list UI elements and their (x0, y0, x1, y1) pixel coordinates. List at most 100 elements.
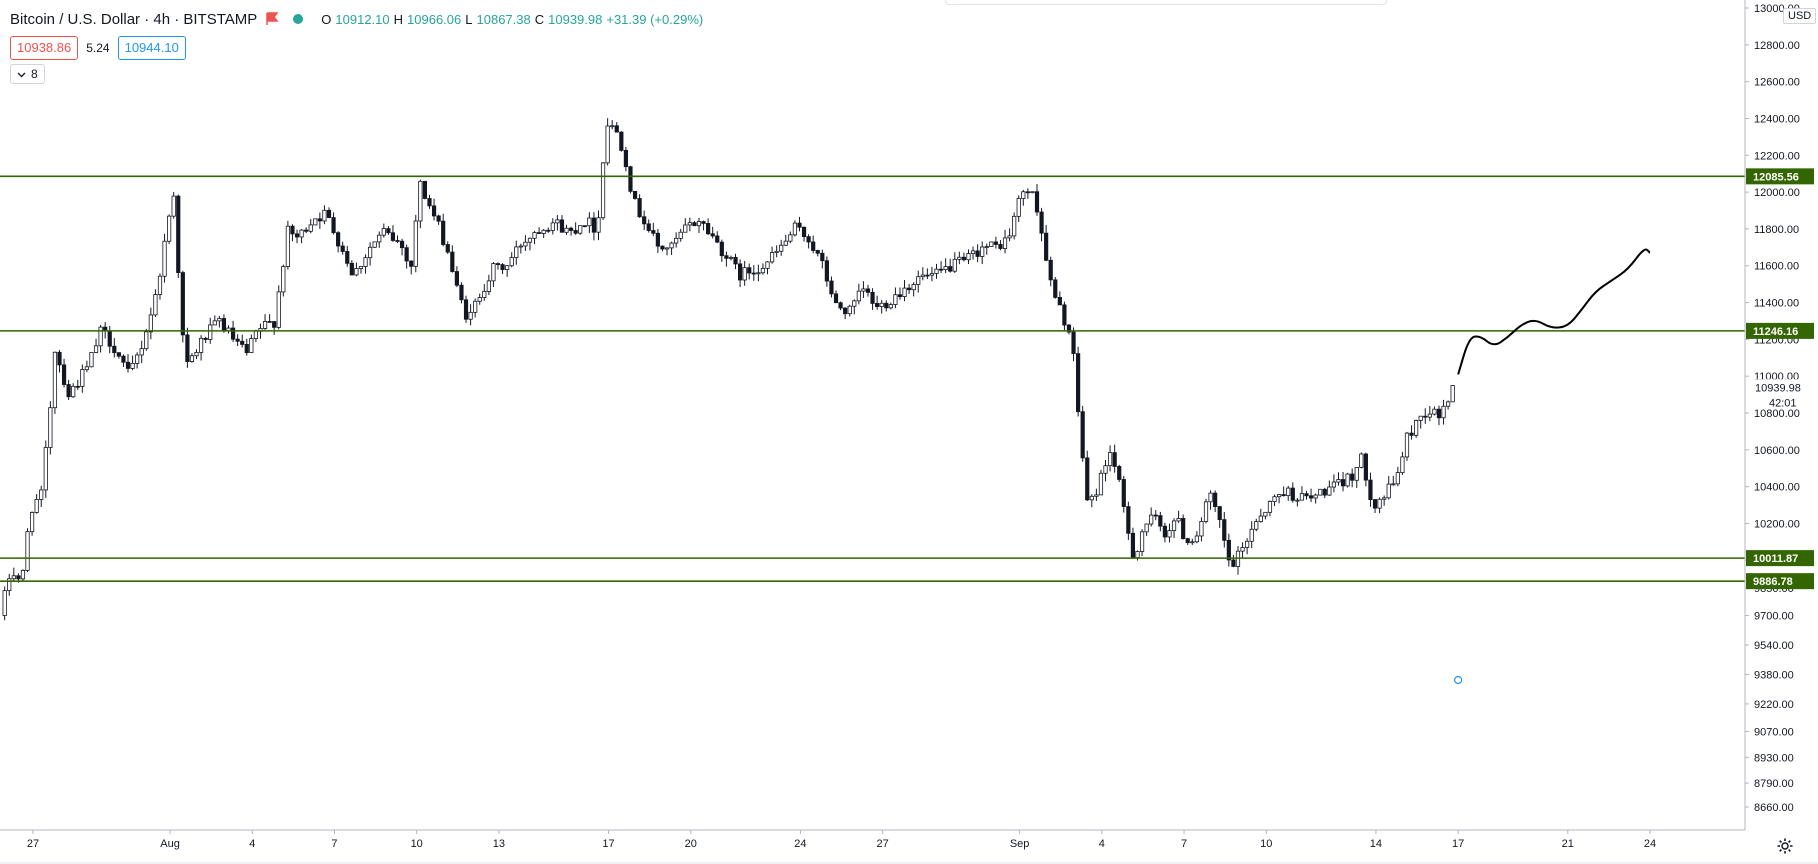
candle-body (1002, 237, 1008, 249)
candle-body (363, 257, 368, 267)
candle-body (692, 222, 697, 227)
candle-body (1409, 432, 1414, 436)
candle (1446, 400, 1451, 410)
candle (1012, 212, 1017, 240)
ask-button[interactable]: 10944.10 (117, 36, 186, 60)
candle-body (1245, 540, 1250, 548)
candle (331, 212, 336, 235)
candle-body (1167, 530, 1172, 538)
candle (961, 252, 967, 262)
candle (212, 315, 217, 326)
candle (1171, 518, 1177, 538)
candle-body (756, 272, 761, 275)
candle (368, 242, 373, 266)
candle-body (728, 256, 734, 259)
candle-body (1021, 191, 1026, 199)
candle-body (290, 225, 295, 235)
candle (500, 263, 505, 275)
candle (1025, 188, 1030, 199)
candle (1290, 482, 1295, 503)
candle (897, 287, 903, 300)
candle-body (1299, 493, 1305, 501)
bid-button[interactable]: 10938.86 (10, 36, 79, 60)
candle-body (966, 253, 971, 261)
candle-body (719, 241, 724, 257)
candle-body (43, 447, 48, 491)
currency-label[interactable]: USD (1783, 8, 1817, 24)
candle (1308, 488, 1314, 503)
candle-body (1053, 279, 1058, 298)
candle-body (573, 230, 578, 234)
candle (1098, 469, 1104, 496)
candle (902, 279, 907, 302)
candle (363, 254, 368, 274)
candle (1400, 451, 1405, 475)
indicators-toggle[interactable]: 8 (10, 64, 45, 84)
candle-body (422, 180, 428, 199)
candle-body (436, 215, 441, 222)
candle (463, 295, 469, 323)
candle (454, 266, 459, 288)
candle (20, 569, 26, 582)
flag-icon[interactable] (265, 12, 279, 26)
candle-body (943, 266, 948, 271)
candle (1372, 499, 1378, 514)
candle-body (838, 302, 843, 309)
candle (1126, 501, 1131, 540)
candle-body (381, 228, 386, 236)
candle (262, 314, 268, 330)
candle-body (1222, 519, 1227, 541)
candle (198, 335, 204, 361)
symbol-title[interactable]: Bitcoin / U.S. Dollar · 4h · BITSTAMP (10, 10, 258, 28)
candle-body (628, 166, 633, 192)
candle (1085, 450, 1090, 502)
candle (1322, 487, 1327, 499)
candle (747, 263, 752, 280)
price-tick-label: 10600.00 (1754, 445, 1800, 457)
candle-body (614, 125, 619, 133)
candle-body (1098, 472, 1104, 496)
candle (377, 231, 382, 248)
candle (642, 210, 647, 231)
candle-body (1258, 515, 1263, 523)
candle-body (1076, 353, 1081, 413)
candle-body (473, 300, 478, 313)
candle-body (509, 257, 514, 267)
candle (733, 253, 738, 270)
candle (683, 218, 688, 233)
candle-body (322, 209, 327, 222)
time-tick-label: 13 (493, 838, 505, 850)
candle (1276, 494, 1282, 504)
candle-body (1427, 413, 1432, 418)
candle (1089, 494, 1094, 508)
candle-body (623, 149, 629, 168)
candle (491, 262, 496, 287)
candle-body (591, 217, 597, 233)
candle (578, 225, 583, 235)
candle-body (1286, 487, 1291, 496)
candle-body (774, 250, 779, 253)
candle (1327, 480, 1332, 496)
candle (678, 228, 683, 242)
candle (1053, 277, 1058, 299)
candle (984, 243, 989, 255)
gear-icon[interactable] (1773, 834, 1797, 858)
candle (1107, 445, 1113, 472)
candle (993, 236, 998, 249)
candle (1345, 472, 1350, 488)
price-tick-label: 9540.00 (1754, 640, 1794, 652)
candle (1034, 184, 1040, 216)
candle (1002, 229, 1008, 254)
candle (1258, 508, 1263, 523)
candle-body (975, 250, 980, 257)
candle (112, 338, 117, 358)
candle (1153, 510, 1158, 521)
candle-body (865, 288, 871, 293)
time-tick-label: 27 (27, 838, 39, 850)
candle (345, 245, 350, 267)
candle-body (285, 225, 290, 267)
candle-body (1107, 452, 1113, 467)
candle (153, 289, 158, 318)
candle-body (788, 234, 793, 242)
